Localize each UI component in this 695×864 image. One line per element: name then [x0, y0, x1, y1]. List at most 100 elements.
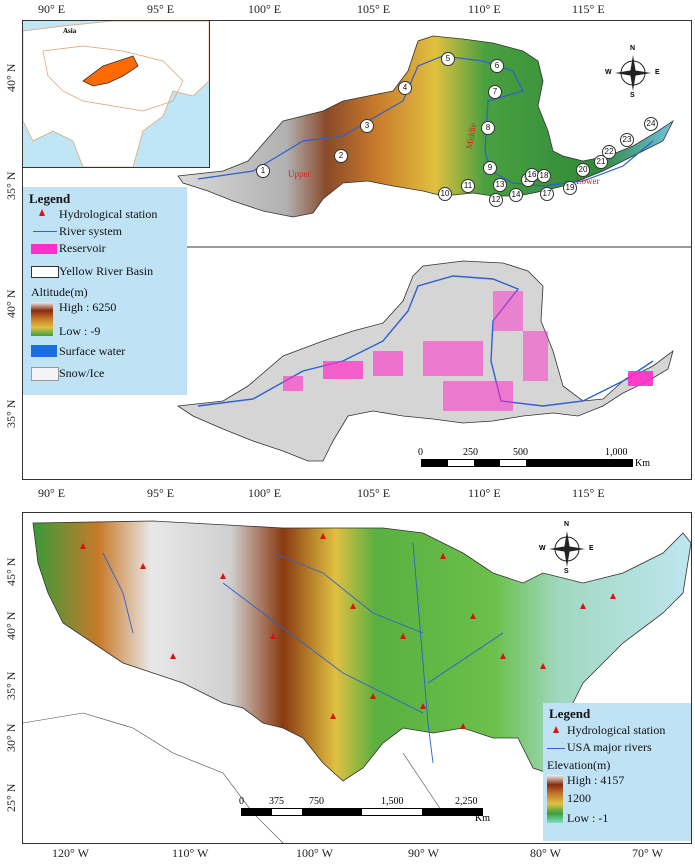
scale-tick: 750 [309, 796, 324, 807]
station-marker: 6 [490, 59, 504, 73]
scale-tick: 375 [269, 796, 284, 807]
lat-label: 40° N [4, 289, 18, 318]
river-icon [547, 748, 565, 749]
scale-tick: 250 [463, 447, 478, 458]
lon-label-mid: 90° E [38, 486, 66, 500]
lon-label-top: 100° E [248, 2, 282, 16]
station-marker: 20 [576, 163, 590, 177]
station-marker: 22 [602, 145, 616, 159]
lon-label-mid: 110° E [468, 486, 501, 500]
lon-label-mid: 105° E [357, 486, 391, 500]
altitude-low: Low : -9 [59, 324, 101, 338]
usa-elevation-svg [23, 520, 691, 843]
compass-e: E [589, 545, 594, 552]
top-map-panel: Asia [22, 20, 692, 480]
lon-label-top: 90° E [38, 2, 66, 16]
legend-item-rivers: USA major rivers [567, 740, 652, 754]
inset-label: Asia [63, 27, 77, 35]
lat-label: 40° N [4, 63, 18, 92]
usa-landmass [32, 520, 691, 782]
lon-label-top: 115° E [572, 2, 605, 16]
station-marker: 3 [360, 119, 374, 133]
compass-s: S [630, 92, 635, 99]
lon-label-bottom: 80° W [530, 846, 561, 860]
reservoir-swatch [31, 244, 57, 254]
bottom-map-panel: N S W E 0 375 750 1,500 2,250 Km Legend … [22, 512, 692, 844]
station-marker: 2 [334, 149, 348, 163]
legend-surface-water: Surface water [59, 344, 126, 358]
station-marker: 21 [594, 155, 608, 169]
station-marker: 13 [493, 178, 507, 192]
surface-water-swatch [31, 345, 57, 357]
elevation-mid: 1200 [567, 791, 591, 805]
compass-rose-bottom: N S W E [539, 517, 594, 577]
legend-snow-ice: Snow/Ice [59, 366, 105, 380]
reservoir-points [283, 291, 653, 411]
station-marker: 7 [488, 85, 502, 99]
region-label-upper: Upper [288, 169, 311, 179]
lon-label-mid: 115° E [572, 486, 605, 500]
lat-label: 40° N [4, 611, 18, 640]
top-scale-bar [421, 459, 633, 467]
station-marker: 14 [509, 188, 523, 202]
bottom-scale-bar [241, 808, 483, 816]
compass-e: E [655, 69, 660, 76]
station-marker: 18 [537, 169, 551, 183]
lat-label: 35° N [4, 399, 18, 428]
lon-label-top: 105° E [357, 2, 391, 16]
elevation-title: Elevation(m) [547, 758, 611, 772]
lat-label: 35° N [4, 171, 18, 200]
legend-item-station: Hydrological station [567, 723, 666, 737]
elevation-gradient [547, 775, 563, 823]
lon-label-top: 95° E [147, 2, 175, 16]
legend-item-river: River system [59, 224, 122, 238]
station-icon [39, 209, 45, 216]
legend-item-station: Hydrological station [59, 207, 158, 221]
lat-label: 25° N [4, 783, 18, 812]
scale-tick: 2,250 [455, 796, 478, 807]
legend-title: Legend [549, 706, 591, 721]
altitude-gradient [31, 302, 53, 336]
legend-item-reservoir: Reservoir [59, 241, 106, 255]
station-marker: 4 [398, 81, 412, 95]
altitude-high: High : 6250 [59, 300, 117, 314]
station-marker: 9 [483, 161, 497, 175]
station-marker: 17 [540, 187, 554, 201]
top-legend: Legend Hydrological station River system… [23, 187, 187, 395]
scale-unit: Km [475, 813, 490, 824]
station-marker: 1 [256, 164, 270, 178]
compass-w: W [605, 69, 612, 76]
elevation-high: High : 4157 [567, 773, 625, 787]
scale-tick: 500 [513, 447, 528, 458]
compass-n: N [630, 45, 636, 52]
lon-label-mid: 95° E [147, 486, 175, 500]
lat-label: 45° N [4, 557, 18, 586]
station-marker: 10 [438, 187, 452, 201]
compass-w: W [539, 545, 546, 552]
river-icon [33, 231, 57, 232]
lon-label-bottom: 90° W [408, 846, 439, 860]
yellow-river-main-upper [197, 55, 654, 187]
basin-swatch [31, 266, 59, 278]
lon-label-top: 110° E [468, 2, 501, 16]
snow-ice-swatch [31, 367, 59, 381]
scale-tick: 0 [239, 796, 244, 807]
compass-n: N [564, 521, 570, 528]
scale-tick: 1,000 [605, 447, 628, 458]
compass-rose-top: N S W E [605, 41, 660, 101]
station-icon [553, 726, 559, 733]
station-marker: 16 [525, 168, 539, 182]
region-label-lower: Lower [576, 176, 600, 186]
compass-s: S [564, 568, 569, 575]
lat-label: 30° N [4, 723, 18, 752]
asia-inset-map: Asia [23, 21, 210, 168]
lon-label-mid: 100° E [248, 486, 282, 500]
scale-tick: 0 [418, 447, 423, 458]
yellow-river-basin-inset [82, 55, 139, 87]
scale-tick: 1,500 [381, 796, 404, 807]
legend-item-basin: Yellow River Basin [59, 264, 154, 278]
lon-label-bottom: 120° W [52, 846, 89, 860]
station-marker: 11 [461, 179, 475, 193]
usa-stations [80, 533, 616, 729]
station-marker: 19 [563, 181, 577, 195]
